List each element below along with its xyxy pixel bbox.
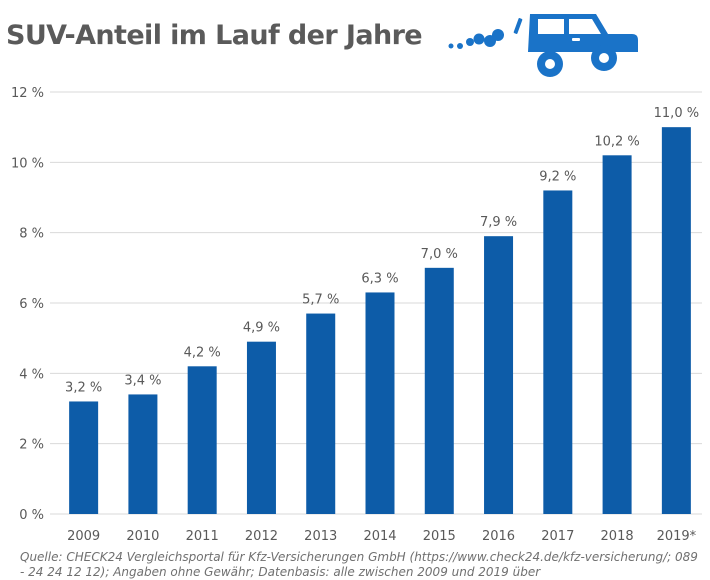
bar bbox=[306, 313, 336, 514]
data-label: 7,9 % bbox=[480, 215, 517, 230]
y-tick-label: 2 % bbox=[19, 438, 44, 453]
y-tick-label: 8 % bbox=[19, 227, 44, 242]
bar bbox=[661, 127, 691, 515]
data-label: 5,7 % bbox=[302, 293, 339, 308]
bar bbox=[484, 236, 514, 514]
bar bbox=[128, 394, 158, 514]
data-label: 9,2 % bbox=[539, 169, 576, 184]
y-tick-label: 0 % bbox=[19, 508, 44, 523]
data-label: 3,4 % bbox=[124, 373, 161, 388]
x-tick-label: 2010 bbox=[126, 529, 159, 544]
bar bbox=[602, 155, 632, 515]
data-label: 4,2 % bbox=[184, 345, 221, 360]
bar-chart: 0 % 2 % 4 % 6 % 8 % 10 % 12 % 3,2 % 2009 3,4 % 201… bbox=[11, 86, 702, 544]
y-tick-label: 4 % bbox=[19, 367, 44, 382]
bar bbox=[69, 401, 99, 514]
x-tick-label: 2018 bbox=[601, 529, 634, 544]
x-tick-label: 2014 bbox=[363, 529, 396, 544]
x-tick-label: 2017 bbox=[541, 529, 574, 544]
x-tick-label: 2016 bbox=[482, 529, 515, 544]
x-tick-label: 2019* bbox=[657, 529, 697, 544]
x-tick-label: 2011 bbox=[186, 529, 219, 544]
bar bbox=[365, 292, 395, 514]
bar bbox=[246, 341, 276, 514]
x-tick-label: 2012 bbox=[245, 529, 278, 544]
data-label: 3,2 % bbox=[65, 380, 102, 395]
data-label: 4,9 % bbox=[243, 321, 280, 336]
y-tick-label: 10 % bbox=[11, 156, 44, 171]
y-tick-label: 12 % bbox=[11, 86, 44, 101]
suv-car-exhaust-icon bbox=[448, 14, 638, 77]
data-label: 6,3 % bbox=[361, 271, 398, 286]
source-note: Quelle: CHECK24 Vergleichsportal für Kfz… bbox=[20, 550, 698, 579]
bar bbox=[424, 267, 454, 514]
bar bbox=[187, 366, 217, 514]
x-tick-label: 2013 bbox=[304, 529, 337, 544]
data-label: 11,0 % bbox=[654, 106, 699, 121]
x-tick-label: 2015 bbox=[423, 529, 456, 544]
data-label: 10,2 % bbox=[594, 134, 639, 149]
bar bbox=[543, 190, 573, 514]
chart-title: SUV-Anteil im Lauf der Jahre bbox=[6, 20, 423, 51]
data-label: 7,0 % bbox=[421, 247, 458, 262]
x-tick-label: 2009 bbox=[67, 529, 100, 544]
y-tick-label: 6 % bbox=[19, 297, 44, 312]
